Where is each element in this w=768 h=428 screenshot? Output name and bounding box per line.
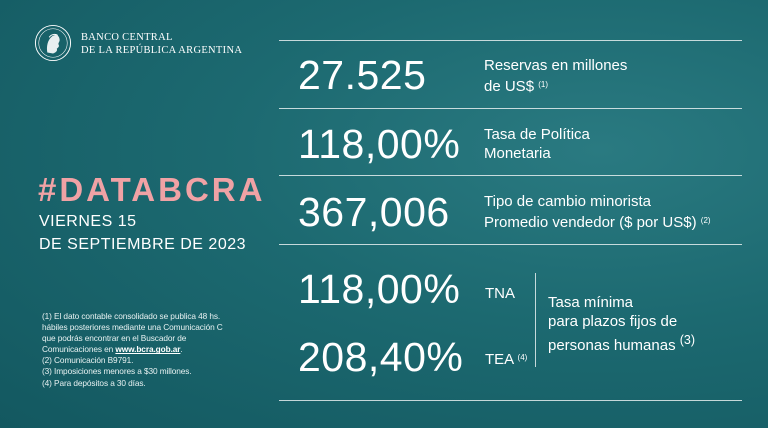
footnote-1c: que podrás encontrar en el Buscador de — [42, 333, 187, 344]
reservas-label-line1: Reservas en millones — [484, 57, 628, 74]
tna-value: 118,00% — [298, 266, 461, 312]
divider — [279, 400, 742, 401]
divider — [279, 244, 742, 245]
bank-name-line2: DE LA REPÚBLICA ARGENTINA — [81, 44, 243, 56]
tna-label: TNA — [485, 285, 515, 302]
reservas-value: 27.525 — [298, 52, 427, 98]
hashtag-title: #DATABCRA — [38, 171, 266, 208]
bank-name-line1: BANCO CENTRAL — [81, 32, 173, 43]
tea-label: TEA (4) — [485, 351, 527, 368]
tasa-minima-label: Tasa mínima para plazos fijos de persona… — [548, 293, 695, 355]
footnotes: (1) El dato contable consolidado se publ… — [42, 311, 223, 389]
footnote-1d-text: Comunicaciones en — [42, 344, 116, 355]
footnote-1d: Comunicaciones en www.bcra.gob.ar. — [42, 344, 223, 355]
reservas-label-line2: de US$ (1) — [484, 75, 627, 96]
divider — [279, 175, 742, 176]
divider — [279, 108, 742, 109]
footnote-4: (4) Para depósitos a 30 días. — [42, 377, 146, 388]
footnote-ref-1: (1) — [538, 80, 548, 89]
tasa-politica-label-line1: Tasa de Política — [484, 126, 590, 143]
footnote-1d-end: . — [180, 344, 183, 355]
tipo-cambio-label-line2: Promedio vendedor ($ por US$) (2) — [484, 211, 711, 232]
tasa-politica-label-line2: Monetaria — [484, 145, 551, 162]
footnote-2: (2) Comunicación B9791. — [42, 355, 134, 366]
date-full: DE SEPTIEMBRE DE 2023 — [39, 236, 247, 253]
tipo-cambio-label: Tipo de cambio minorista Promedio vended… — [484, 192, 711, 232]
tasa-minima-line3-text: personas humanas — [548, 337, 676, 354]
bank-name: BANCO CENTRAL DE LA REPÚBLICA ARGENTINA — [81, 32, 242, 57]
tasa-minima-line3: personas humanas (3) — [548, 331, 695, 355]
tasa-politica-value: 118,00% — [298, 121, 461, 167]
tea-value: 208,40% — [298, 334, 464, 380]
tipo-cambio-label-text: Promedio vendedor ($ por US$) — [484, 214, 697, 231]
footnote-ref-3: (3) — [679, 333, 696, 347]
tasa-minima-line2: para plazos fijos de — [548, 313, 678, 330]
footnote-3: (3) Imposiciones menores a $30 millones. — [42, 366, 192, 377]
bcra-logo — [34, 24, 72, 62]
tipo-cambio-value: 367,006 — [298, 189, 450, 235]
reservas-label-text: de US$ — [484, 78, 535, 95]
footnote-1b: hábiles posteriores mediante una Comunic… — [42, 322, 223, 333]
divider-vertical — [535, 273, 536, 367]
footnote-ref-4: (4) — [517, 353, 528, 362]
footnote-1a: (1) El dato contable consolidado se publ… — [42, 311, 221, 321]
footnote-ref-2: (2) — [700, 216, 711, 225]
reservas-label: Reservas en millones de US$ (1) — [484, 56, 627, 96]
divider — [279, 40, 742, 41]
tipo-cambio-label-line1: Tipo de cambio minorista — [484, 193, 652, 210]
tasa-minima-line1: Tasa mínima — [548, 294, 634, 311]
tasa-politica-label: Tasa de Política Monetaria — [484, 125, 590, 163]
bcra-website-link[interactable]: www.bcra.gob.ar — [115, 344, 181, 355]
date-weekday: VIERNES 15 — [39, 213, 137, 230]
tea-label-text: TEA — [485, 351, 514, 368]
